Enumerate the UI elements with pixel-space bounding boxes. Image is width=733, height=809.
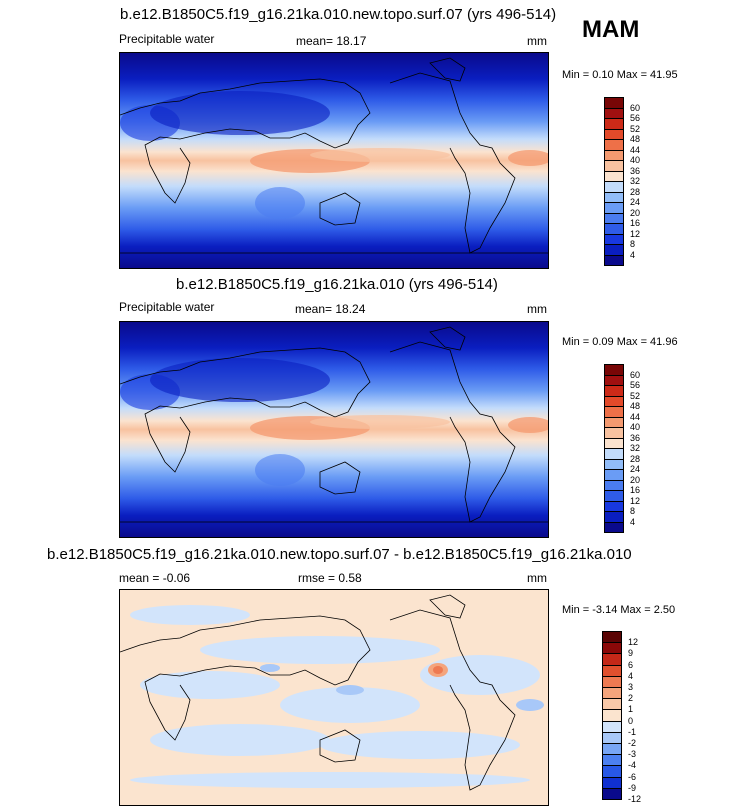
- panel-2-mean: mean= 18.24: [295, 302, 366, 316]
- colorbar-tick-label: 44: [630, 144, 641, 155]
- panel-1-units: mm: [527, 34, 547, 48]
- colorbar-tick-label: 4: [630, 249, 636, 260]
- panel-1-mean: mean= 18.17: [296, 34, 367, 48]
- panel-1-contour-field: [120, 53, 548, 268]
- colorbar-tick-label: 4: [630, 516, 636, 527]
- panel-2-minmax: Min = 0.09 Max = 41.96: [562, 336, 678, 348]
- panel-1-colorbar: 60 56 52 48 44 40 36 32 28 24 20 16 12 8 4: [604, 97, 664, 266]
- panel-1-map: [119, 52, 549, 269]
- panel-3-contour-field: [120, 590, 548, 805]
- panel-2-contour-field: [120, 322, 548, 537]
- colorbar-tick-label: 8: [630, 239, 636, 249]
- colorbar-tick-label: 52: [630, 123, 641, 134]
- colorbar-tick-label: 9: [628, 648, 634, 659]
- panel-3-mean: mean = -0.06: [119, 571, 191, 585]
- colorbar-tick-label: 20: [630, 474, 641, 485]
- colorbar-tick-label: 12: [630, 495, 641, 506]
- colorbar-tick-label: 20: [630, 207, 641, 218]
- panel-3-map: [119, 589, 549, 806]
- panel-1-title: b.e12.B1850C5.f19_g16.21ka.010.new.topo.…: [120, 6, 557, 23]
- colorbar-tick-label: -3: [628, 749, 637, 760]
- colorbar-tick-label: 24: [630, 197, 641, 207]
- panel-2-colorbar: 60 56 52 48 44 40 36 32 28 24 20 16 12 8 4: [604, 364, 664, 533]
- colorbar-tick-label: -12: [628, 794, 642, 804]
- panel-3-minmax: Min = -3.14 Max = 2.50: [562, 604, 676, 616]
- panel-3-title: b.e12.B1850C5.f19_g16.21ka.010.new.topo.…: [47, 546, 632, 563]
- colorbar-tick-label: 40: [630, 422, 641, 432]
- colorbar-tick-label: -6: [628, 771, 637, 782]
- panel-2-variable-label: Precipitable water: [119, 300, 215, 314]
- colorbar-swatch: [604, 254, 624, 266]
- panel-2-units: mm: [527, 302, 547, 316]
- colorbar-tick-label: 12: [628, 637, 639, 648]
- colorbar-tick-label: 24: [630, 464, 641, 474]
- colorbar-tick-label: 60: [630, 369, 641, 380]
- colorbar-swatch: [602, 787, 622, 800]
- colorbar-tick-label: 52: [630, 390, 641, 401]
- season-label: MAM: [582, 16, 640, 43]
- colorbar-tick-label: 32: [630, 176, 641, 186]
- colorbar-tick-label: -2: [628, 738, 637, 748]
- colorbar-tick-label: 56: [630, 380, 641, 390]
- colorbar-tick-label: 6: [628, 659, 634, 670]
- colorbar-tick-label: 60: [630, 102, 641, 113]
- colorbar-tick-label: 44: [630, 411, 641, 422]
- panel-2-title: b.e12.B1850C5.f19_g16.21ka.010 (yrs 496-…: [176, 276, 498, 293]
- colorbar-tick-label: 2: [628, 693, 634, 704]
- colorbar-tick-label: 28: [630, 186, 641, 197]
- colorbar-tick-label: 56: [630, 113, 641, 123]
- colorbar-tick-label: 3: [628, 682, 634, 692]
- colorbar-tick-label: 40: [630, 155, 641, 165]
- colorbar-tick-label: 32: [630, 443, 641, 453]
- panel-1-variable-label: Precipitable water: [119, 32, 215, 46]
- colorbar-tick-label: 12: [630, 228, 641, 239]
- colorbar-tick-label: 16: [630, 218, 641, 228]
- panel-3-units: mm: [527, 571, 547, 585]
- colorbar-swatch: [604, 521, 624, 533]
- colorbar-tick-label: -9: [628, 782, 637, 793]
- colorbar-tick-label: -4: [628, 760, 637, 771]
- panel-1-minmax: Min = 0.10 Max = 41.95: [562, 69, 678, 81]
- colorbar-tick-label: 28: [630, 453, 641, 464]
- colorbar-tick-label: 36: [630, 165, 641, 176]
- colorbar-tick-label: 4: [628, 670, 634, 681]
- colorbar-tick-label: 48: [630, 401, 641, 411]
- colorbar-tick-label: 1: [628, 704, 634, 715]
- colorbar-tick-label: 36: [630, 432, 641, 443]
- colorbar-tick-label: 8: [630, 506, 636, 516]
- colorbar-tick-label: 0: [628, 715, 634, 726]
- colorbar-tick-label: 16: [630, 485, 641, 495]
- panel-3-colorbar: 12 9 6 4 3 2 1 0 -1 -2 -3 -4 -6 -9 -12: [602, 631, 662, 804]
- colorbar-tick-label: 48: [630, 134, 641, 144]
- panel-3-rmse: rmse = 0.58: [298, 571, 362, 585]
- panel-2-map: [119, 321, 549, 538]
- colorbar-tick-label: -1: [628, 726, 637, 737]
